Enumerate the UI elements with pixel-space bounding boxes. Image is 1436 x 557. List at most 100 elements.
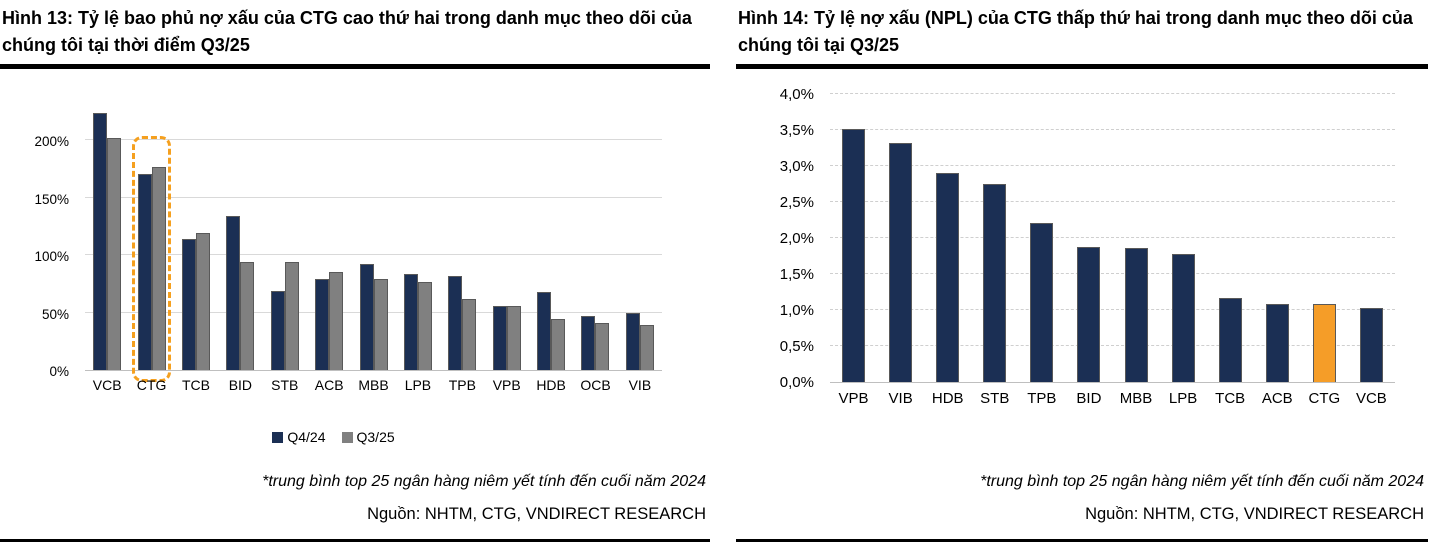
- bar-mbb-q3-25: [373, 279, 388, 370]
- bar-lpb-q3-25: [417, 281, 432, 370]
- bar-stb-q4-24: [270, 290, 285, 370]
- bar-group-acb: [307, 272, 351, 370]
- bar-vpb-q4-24: [492, 305, 507, 370]
- x-axis-label-vcb: VCB: [1355, 390, 1387, 407]
- x-axis-label-ctg: CTG: [1308, 390, 1341, 407]
- x-axis-label-tcb: TCB: [1215, 390, 1246, 407]
- figure-13-bottom-divider: [0, 539, 710, 542]
- bar-group-ctg: [1301, 304, 1348, 382]
- gridline: [85, 196, 662, 198]
- bar-bid: [1077, 246, 1101, 382]
- bar-group-vpb: [830, 128, 877, 382]
- y-axis-tick-label: 0,0%: [779, 374, 814, 391]
- figure-14-footnote: *trung bình top 25 ngân hàng niêm yết tí…: [980, 473, 1424, 490]
- bar-vib-q3-25: [639, 325, 654, 370]
- bar-group-lpb: [1160, 253, 1207, 382]
- bars-row: [830, 94, 1395, 382]
- bar-acb-q4-24: [315, 279, 330, 370]
- bar-stb: [983, 184, 1007, 382]
- bar-stb-q3-25: [284, 262, 299, 370]
- x-axis-label-lpb: LPB: [404, 377, 432, 393]
- bar-tpb: [1030, 222, 1054, 382]
- gridline: [85, 139, 662, 141]
- y-axis-tick-label: 200%: [34, 134, 69, 150]
- bar-hdb: [936, 173, 960, 382]
- y-axis-tick-label: 1,0%: [779, 302, 814, 319]
- x-axis-label-vib: VIB: [628, 377, 652, 393]
- bar-group-vib: [618, 312, 662, 370]
- bar-tcb-q4-24: [181, 239, 196, 370]
- y-axis-tick-label: 150%: [34, 191, 69, 207]
- legend-item-q4-24: Q4/24: [272, 429, 326, 445]
- bar-bid-q3-25: [240, 262, 255, 370]
- bar-acb: [1265, 303, 1289, 382]
- figure-14-x-axis: VPB VIB HDB STB TPB BID MBB LPB TCB ACB CTG VCB: [830, 390, 1395, 407]
- bar-group-vpb: [485, 305, 529, 370]
- bar-vcb-q4-24: [93, 112, 108, 370]
- x-axis-label-hdb: HDB: [536, 377, 566, 393]
- bar-group-tcb: [1207, 298, 1254, 382]
- bar-group-hdb: [924, 173, 971, 382]
- y-axis-tick-label: 4,0%: [779, 86, 814, 103]
- bar-vcb: [1359, 307, 1383, 382]
- figure-14-source: Nguồn: NHTM, CTG, VNDIRECT RESEARCH: [1085, 505, 1424, 523]
- gridline: [830, 165, 1395, 166]
- x-axis-label-tpb: TPB: [1027, 390, 1057, 407]
- x-axis-label-vpb: VPB: [492, 377, 521, 393]
- gridline: [830, 93, 1395, 94]
- bar-group-tpb: [440, 275, 484, 370]
- bar-ctg: [1312, 304, 1336, 382]
- figure-14-title: Hình 14: Tỷ lệ nợ xấu (NPL) của CTG thấp…: [738, 8, 1413, 55]
- y-axis-tick-label: 1,5%: [779, 266, 814, 283]
- bar-group-ocb: [573, 316, 617, 370]
- x-axis-label-vib: VIB: [888, 390, 913, 407]
- x-axis-label-acb: ACB: [314, 377, 344, 393]
- x-axis-label-vcb: VCB: [92, 377, 122, 393]
- x-axis-label-lpb: LPB: [1168, 390, 1198, 407]
- y-axis-tick-label: 2,0%: [779, 230, 814, 247]
- gridline: [85, 254, 662, 256]
- bar-tcb: [1218, 298, 1242, 382]
- figure-13-title: Hình 13: Tỷ lệ bao phủ nợ xấu của CTG ca…: [2, 8, 692, 55]
- x-axis-label-tcb: TCB: [181, 377, 210, 393]
- bar-lpb-q4-24: [403, 273, 418, 370]
- bar-mbb: [1124, 248, 1148, 382]
- ctg-highlight-box: [132, 136, 171, 382]
- gridline: [830, 237, 1395, 238]
- gridline: [830, 273, 1395, 274]
- gridline: [830, 309, 1395, 310]
- bar-group-vcb: [1348, 307, 1395, 382]
- bar-group-bid: [218, 216, 262, 370]
- bar-group-mbb: [1112, 248, 1159, 382]
- bar-ctg-q4-24: [137, 173, 152, 370]
- bar-mbb-q4-24: [359, 264, 374, 370]
- legend-swatch-q4-24: [272, 431, 284, 443]
- bar-ctg-q3-25: [151, 166, 166, 370]
- figure-14-title-divider: [736, 64, 1428, 69]
- gridline: [830, 201, 1395, 202]
- bar-group-vib: [877, 142, 924, 382]
- x-axis-label-stb: STB: [271, 377, 299, 393]
- figure-13-footnote: *trung bình top 25 ngân hàng niêm yết tí…: [262, 473, 706, 490]
- bar-group-tpb: [1018, 222, 1065, 382]
- figure-13-y-axis: 0% 50% 100% 150% 200%: [0, 100, 77, 379]
- gridline: [830, 129, 1395, 130]
- bar-vpb: [842, 128, 866, 382]
- figure-13-source: Nguồn: NHTM, CTG, VNDIRECT RESEARCH: [367, 505, 706, 523]
- x-axis-label-tpb: TPB: [448, 377, 476, 393]
- bar-ocb-q4-24: [581, 316, 596, 370]
- bar-vib: [889, 142, 913, 382]
- x-axis-label-mbb: MBB: [1119, 390, 1153, 407]
- bar-vib-q4-24: [625, 312, 640, 370]
- bar-tcb-q3-25: [195, 233, 210, 370]
- x-axis-label-acb: ACB: [1261, 390, 1293, 407]
- x-axis-label-hdb: HDB: [931, 390, 964, 407]
- y-axis-tick-label: 3,0%: [779, 158, 814, 175]
- bar-tpb-q3-25: [462, 298, 477, 370]
- figure-14-y-axis: 0,0% 0,5% 1,0% 1,5% 2,0% 2,5% 3,0% 3,5% 4,0%: [736, 86, 822, 391]
- figure-14-bottom-divider: [736, 539, 1428, 542]
- bar-vpb-q3-25: [506, 305, 521, 370]
- bars-row: [85, 100, 662, 370]
- bar-vcb-q3-25: [107, 137, 122, 370]
- legend-label-q3-25: Q3/25: [356, 429, 395, 445]
